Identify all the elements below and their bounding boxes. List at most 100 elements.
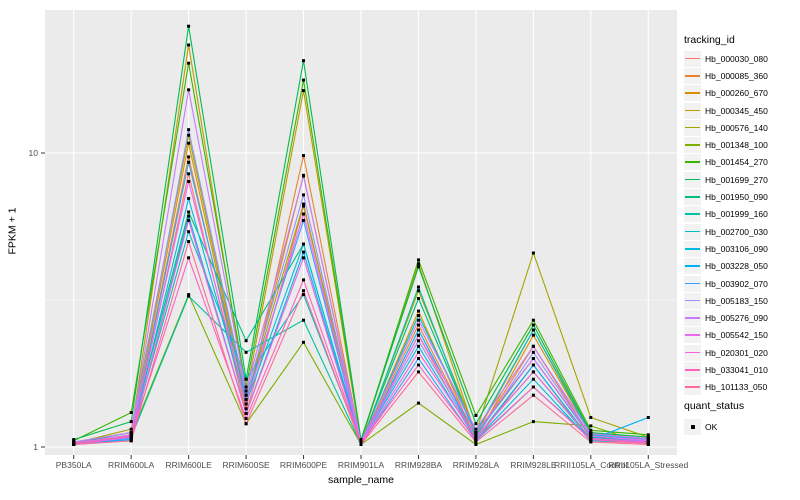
data-point	[244, 393, 248, 397]
data-point	[72, 438, 76, 442]
legend-item-label: Hb_000260_670	[705, 88, 768, 99]
data-point	[417, 328, 420, 332]
legend-key-line-icon	[684, 310, 701, 327]
x-tick-label: RRIM600PE	[280, 460, 328, 470]
data-point	[531, 344, 535, 348]
data-point	[302, 193, 305, 197]
data-point	[244, 422, 248, 426]
legend-item-Hb_001699_270: Hb_001699_270	[684, 171, 768, 188]
legend-key-line-icon	[684, 189, 701, 206]
data-point	[417, 344, 420, 348]
legend-item-label: Hb_033041_010	[705, 364, 768, 375]
data-point	[417, 333, 420, 337]
legend-item-label: Hb_001950_090	[705, 192, 768, 203]
legend-line-swatch	[685, 161, 700, 164]
data-point	[417, 309, 420, 313]
data-point	[417, 262, 420, 266]
data-point	[417, 258, 420, 262]
data-point	[302, 174, 305, 178]
x-tick-label: RRIM928LA	[453, 460, 500, 470]
legend-key-line-icon	[684, 379, 701, 396]
legend-key-line-icon	[684, 327, 701, 344]
legend-item-label: Hb_101133_050	[705, 382, 768, 393]
data-point	[302, 218, 305, 222]
data-point	[129, 420, 133, 424]
data-point	[187, 61, 191, 65]
data-point	[531, 318, 535, 322]
data-point	[531, 370, 535, 374]
legend-line-swatch	[685, 178, 700, 181]
legend-line-swatch	[685, 317, 700, 319]
x-tick-label: RRIM928BA	[395, 460, 443, 470]
legend-quant-items: OK	[684, 418, 717, 435]
legend-key-line-icon	[684, 137, 701, 154]
legend-item-label: Hb_000576_140	[705, 122, 768, 133]
legend-line-swatch	[685, 247, 700, 250]
data-point	[589, 428, 593, 432]
legend-item-Hb_003106_090: Hb_003106_090	[684, 240, 768, 257]
legend-item-Hb_000345_450: Hb_000345_450	[684, 102, 768, 119]
data-point	[474, 433, 478, 437]
data-point	[244, 412, 248, 415]
legend-item-label: Hb_000345_450	[705, 105, 768, 116]
data-point	[187, 256, 191, 260]
data-point	[646, 436, 650, 440]
legend-item-label: OK	[705, 421, 718, 432]
data-point	[244, 407, 248, 411]
data-point	[187, 172, 191, 176]
data-point	[474, 443, 478, 446]
data-point	[474, 440, 478, 444]
legend-item-Hb_001454_270: Hb_001454_270	[684, 154, 768, 171]
legend-item-label: Hb_001454_270	[705, 157, 768, 168]
x-tick-label: PB350LA	[56, 460, 92, 470]
data-point	[187, 230, 191, 234]
legend-key-line-icon	[684, 258, 701, 275]
data-point	[417, 318, 420, 322]
data-point	[646, 433, 650, 437]
data-point	[474, 438, 478, 442]
legend-line-swatch	[685, 299, 700, 302]
data-point	[302, 78, 305, 82]
data-point	[302, 212, 305, 216]
data-point	[302, 59, 305, 63]
data-point	[531, 377, 535, 381]
data-point	[302, 242, 305, 246]
data-point	[302, 289, 305, 293]
legend-item-label: Hb_005183_150	[705, 295, 768, 306]
data-point	[359, 438, 363, 442]
legend-key-line-icon	[684, 171, 701, 188]
data-point	[531, 328, 535, 332]
legend-item-Hb_000030_080: Hb_000030_080	[684, 50, 768, 67]
data-point	[187, 155, 191, 159]
legend-item-Hb_000085_360: Hb_000085_360	[684, 67, 768, 84]
data-point	[589, 438, 593, 442]
y-tick-label: 10	[29, 148, 39, 158]
data-point	[129, 431, 133, 434]
data-point	[531, 357, 535, 360]
data-point	[244, 402, 248, 406]
legend-key-square-icon	[684, 418, 701, 435]
legend-title-quant-status: quant_status	[684, 400, 745, 412]
data-point	[417, 370, 420, 374]
data-point	[244, 417, 248, 420]
data-point	[589, 416, 593, 419]
data-point	[187, 88, 191, 92]
data-point	[474, 435, 478, 439]
data-point	[302, 256, 305, 260]
legend-item-Hb_000576_140: Hb_000576_140	[684, 119, 768, 136]
legend-item-label: Hb_001699_270	[705, 174, 768, 185]
data-point	[72, 443, 76, 446]
data-point	[589, 440, 593, 444]
data-point	[129, 439, 133, 443]
legend-line-swatch	[685, 334, 700, 336]
data-point	[244, 377, 248, 381]
data-point	[187, 128, 191, 132]
data-point	[531, 363, 535, 367]
legend-key-line-icon	[684, 119, 701, 136]
data-point	[417, 363, 420, 367]
data-point	[187, 294, 191, 298]
data-point	[244, 398, 248, 402]
data-point	[244, 339, 248, 343]
legend-item-label: Hb_020301_020	[705, 347, 768, 358]
data-point	[417, 401, 420, 405]
